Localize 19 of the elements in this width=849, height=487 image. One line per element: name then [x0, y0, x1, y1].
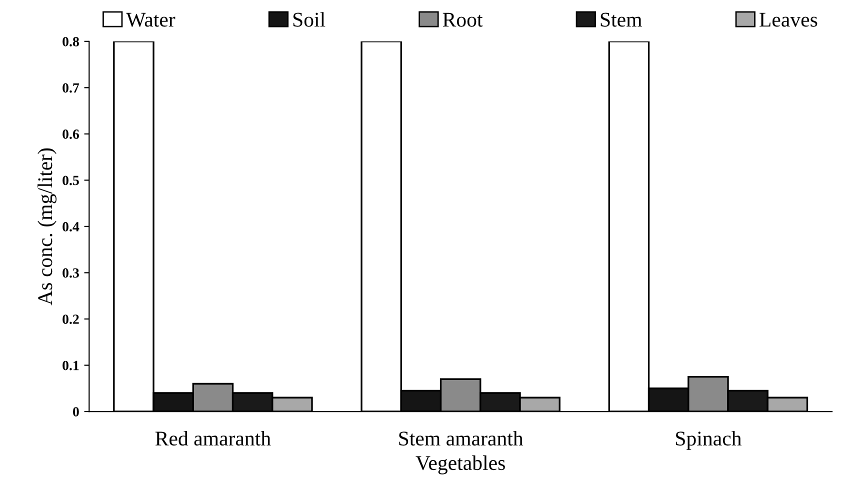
y-tick-label: 0.6 — [62, 130, 80, 139]
legend-label: Water — [126, 12, 176, 27]
legend-label: Soil — [293, 12, 326, 27]
legend-label: Leaves — [760, 12, 818, 27]
y-axis-title: As conc. (mg/liter) — [38, 148, 57, 306]
x-tick-label: Stem amaranth — [399, 430, 524, 446]
y-tick-label: 0.3 — [62, 268, 79, 278]
y-tick-label: 0.5 — [62, 176, 79, 186]
x-tick-label: Spinach — [676, 430, 742, 450]
x-tick-label: Red amaranth — [155, 430, 271, 446]
y-tick-label: 0.1 — [62, 360, 79, 370]
y-tick-label: 0 — [73, 407, 79, 416]
x-axis-title: Vegetables — [416, 455, 505, 474]
y-tick-label: 0.2 — [62, 314, 79, 324]
legend-label: Stem — [600, 12, 642, 27]
y-tick-label: 0.7 — [62, 83, 80, 93]
legend-label: Root — [442, 12, 483, 27]
y-tick-label: 0.8 — [62, 36, 79, 46]
y-tick-label: 0.4 — [62, 222, 80, 232]
